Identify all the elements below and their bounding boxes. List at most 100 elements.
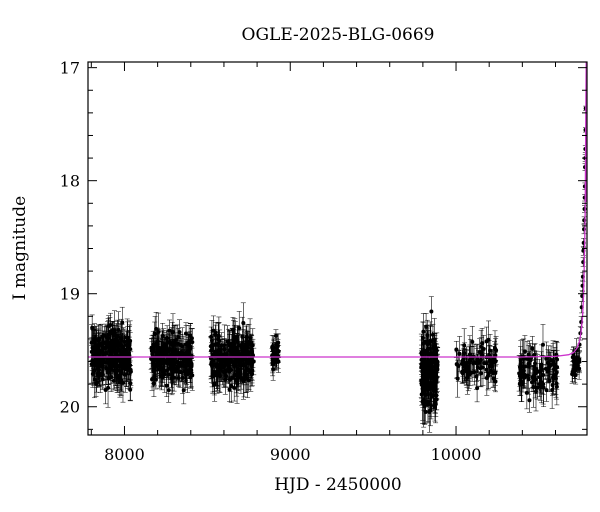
data-point [537, 381, 542, 386]
data-point [551, 367, 556, 372]
data-point [154, 326, 159, 331]
data-point [429, 364, 434, 369]
data-point [555, 365, 560, 370]
data-point [225, 339, 230, 344]
data-point [465, 375, 470, 380]
data-point [93, 350, 98, 355]
data-point [426, 402, 431, 407]
data-point [420, 389, 425, 394]
data-point [229, 358, 234, 363]
data-point [454, 347, 459, 352]
data-point [422, 404, 427, 409]
data-point [270, 352, 275, 357]
data-point [166, 388, 171, 393]
data-point [153, 377, 158, 382]
data-point [92, 363, 97, 368]
data-point [164, 383, 169, 388]
data-point [127, 363, 132, 368]
y-tick-label: 20 [60, 398, 80, 417]
model-curve [88, 62, 587, 358]
data-point [487, 352, 492, 357]
data-point [241, 321, 246, 326]
data-point [173, 337, 178, 342]
data-point [577, 366, 582, 371]
data-point [122, 351, 127, 356]
data-point [429, 309, 434, 314]
data-point [271, 345, 276, 350]
data-point [554, 384, 559, 389]
data-point [209, 334, 214, 339]
data-point [165, 335, 170, 340]
data-point [103, 387, 108, 392]
data-point [153, 332, 158, 337]
data-point [151, 344, 156, 349]
data-point [114, 362, 119, 367]
data-point [182, 356, 187, 361]
data-point [246, 361, 251, 366]
data-point [471, 361, 476, 366]
y-tick-label: 19 [60, 285, 80, 304]
data-point [572, 364, 577, 369]
data-point [236, 343, 241, 348]
data-point [486, 371, 491, 376]
data-point [235, 381, 240, 386]
data-point [486, 337, 491, 342]
data-point [237, 326, 242, 331]
data-point [128, 381, 133, 386]
data-point [122, 339, 127, 344]
data-point [177, 330, 182, 335]
data-point [544, 388, 549, 393]
data-point [213, 332, 218, 337]
data-point [427, 346, 432, 351]
data-point [526, 352, 531, 357]
chart-title: OGLE-2025-BLG-0669 [242, 25, 435, 45]
data-point [102, 333, 107, 338]
data-point [469, 356, 474, 361]
data-point [177, 369, 182, 374]
data-point [420, 335, 425, 340]
data-point [100, 364, 105, 369]
data-point [120, 365, 125, 370]
data-point [572, 357, 577, 362]
data-point [429, 403, 434, 408]
data-point [100, 343, 105, 348]
data-point [110, 330, 115, 335]
x-axis-label: HJD - 2450000 [274, 475, 402, 495]
data-point [238, 363, 243, 368]
data-point [271, 367, 276, 372]
data-point [189, 361, 194, 366]
data-point [479, 371, 484, 376]
data-point [470, 339, 475, 344]
axis-ticks: 8000 9000 10000 17 18 19 20 [60, 59, 587, 464]
data-point [176, 360, 181, 365]
data-point [189, 368, 194, 373]
data-point [223, 377, 228, 382]
data-point [96, 343, 101, 348]
data-point [243, 374, 248, 379]
data-point [488, 348, 493, 353]
data-point [455, 362, 460, 367]
data-point [426, 364, 431, 369]
data-point [431, 393, 436, 398]
data-point [422, 379, 427, 384]
data-point [235, 368, 240, 373]
x-tick-label: 10000 [431, 445, 482, 464]
data-point [229, 383, 234, 388]
data-point [546, 368, 551, 373]
data-point [467, 352, 472, 357]
data-point [462, 351, 467, 356]
data-point [119, 378, 124, 383]
data-point [218, 367, 223, 372]
data-point [93, 345, 98, 350]
data-point [167, 347, 172, 352]
data-point [526, 377, 531, 382]
data-point [151, 368, 156, 373]
data-point [155, 363, 160, 368]
data-point [475, 386, 480, 391]
data-point [484, 367, 489, 372]
data-point [434, 369, 439, 374]
data-point [248, 335, 253, 340]
data-point [547, 378, 552, 383]
y-tick-label: 18 [60, 172, 80, 191]
